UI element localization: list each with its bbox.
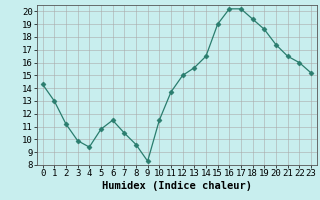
- X-axis label: Humidex (Indice chaleur): Humidex (Indice chaleur): [102, 181, 252, 191]
